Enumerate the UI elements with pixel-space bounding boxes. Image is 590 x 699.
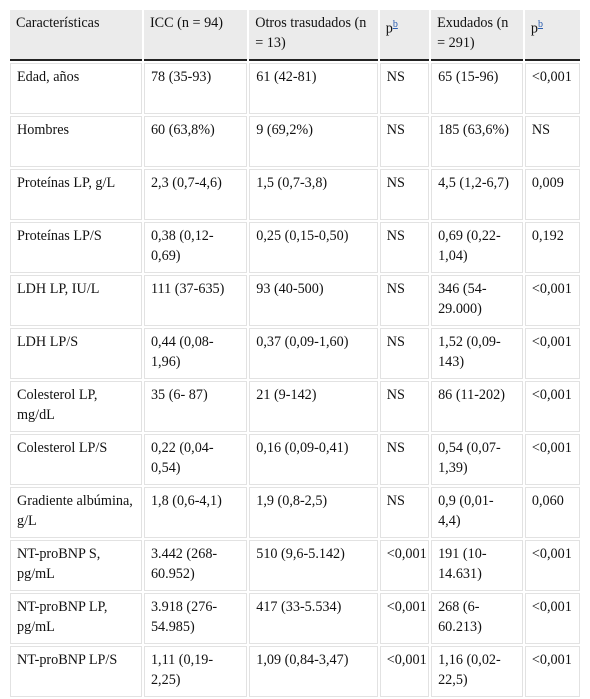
table-row: NT-proBNP LP/S 1,11 (0,19-2,25) 1,09 (0,84… bbox=[10, 646, 580, 697]
table-row: LDH LP/S 0,44 (0,08-1,96) 0,37 (0,09-1,60)… bbox=[10, 328, 580, 379]
table-row: NT-proBNP S, pg/mL 3.442 (268-60.952) 510 … bbox=[10, 540, 580, 591]
cell-p-exudados: <0,001 bbox=[524, 434, 580, 485]
cell-caracteristica: Colesterol LP/S bbox=[10, 434, 142, 485]
header-p-2: pb bbox=[524, 10, 580, 61]
cell-caracteristica: NT-proBNP S, pg/mL bbox=[10, 540, 142, 591]
table-row: Colesterol LP, mg/dL 35 (6- 87) 21 (9-142)… bbox=[10, 381, 580, 432]
cell-exudados: 1,16 (0,02-22,5) bbox=[431, 646, 523, 697]
cell-p-exudados: <0,001 bbox=[524, 646, 580, 697]
cell-otros-trasudados: 0,25 (0,15-0,50) bbox=[249, 222, 378, 273]
cell-p-exudados: 0,060 bbox=[524, 487, 580, 538]
header-caracteristicas: Características bbox=[10, 10, 142, 61]
cell-p-otros: NS bbox=[379, 63, 430, 114]
header-icc: ICC (n = 94) bbox=[143, 10, 248, 61]
cell-p-otros: <0,001 bbox=[379, 646, 430, 697]
cell-caracteristica: Hombres bbox=[10, 116, 142, 167]
table-row: Colesterol LP/S 0,22 (0,04-0,54) 0,16 (0,0… bbox=[10, 434, 580, 485]
cell-caracteristica: Edad, años bbox=[10, 63, 142, 114]
cell-icc: 78 (35-93) bbox=[143, 63, 248, 114]
cell-p-exudados: <0,001 bbox=[524, 540, 580, 591]
cell-exudados: 65 (15-96) bbox=[431, 63, 523, 114]
cell-otros-trasudados: 93 (40-500) bbox=[249, 275, 378, 326]
table-row: NT-proBNP LP, pg/mL 3.918 (276-54.985) 417… bbox=[10, 593, 580, 644]
cell-caracteristica: NT-proBNP LP/S bbox=[10, 646, 142, 697]
cell-caracteristica: Proteínas LP/S bbox=[10, 222, 142, 273]
cell-otros-trasudados: 1,5 (0,7-3,8) bbox=[249, 169, 378, 220]
cell-caracteristica: NT-proBNP LP, pg/mL bbox=[10, 593, 142, 644]
cell-p-exudados: <0,001 bbox=[524, 275, 580, 326]
cell-icc: 3.442 (268-60.952) bbox=[143, 540, 248, 591]
cell-otros-trasudados: 1,09 (0,84-3,47) bbox=[249, 646, 378, 697]
cell-icc: 1,8 (0,6-4,1) bbox=[143, 487, 248, 538]
cell-caracteristica: Colesterol LP, mg/dL bbox=[10, 381, 142, 432]
cell-icc: 0,38 (0,12-0,69) bbox=[143, 222, 248, 273]
cell-exudados: 0,54 (0,07-1,39) bbox=[431, 434, 523, 485]
cell-p-otros: NS bbox=[379, 434, 430, 485]
cell-p-otros: <0,001 bbox=[379, 593, 430, 644]
cell-p-otros: NS bbox=[379, 169, 430, 220]
table-row: Hombres 60 (63,8%) 9 (69,2%) NS 185 (63,6%) N… bbox=[10, 116, 580, 167]
cell-caracteristica: LDH LP, IU/L bbox=[10, 275, 142, 326]
cell-otros-trasudados: 0,37 (0,09-1,60) bbox=[249, 328, 378, 379]
cell-p-exudados: 0,192 bbox=[524, 222, 580, 273]
header-otros-trasudados: Otros trasudados (n = 13) bbox=[249, 10, 378, 61]
cell-caracteristica: Gradiente albúmina, g/L bbox=[10, 487, 142, 538]
cell-exudados: 1,52 (0,09-143) bbox=[431, 328, 523, 379]
table-header-row: Características ICC (n = 94) Otros trasu… bbox=[10, 10, 580, 61]
table-row: Gradiente albúmina, g/L 1,8 (0,6-4,1) 1,9 … bbox=[10, 487, 580, 538]
table-row: Proteínas LP, g/L 2,3 (0,7-4,6) 1,5 (0,7-3… bbox=[10, 169, 580, 220]
data-table-container: Características ICC (n = 94) Otros trasu… bbox=[8, 8, 580, 699]
table-row: LDH LP, IU/L 111 (37-635) 93 (40-500) NS 346… bbox=[10, 275, 580, 326]
header-p-1: pb bbox=[379, 10, 430, 61]
table-row: Proteínas LP/S 0,38 (0,12-0,69) 0,25 (0,15… bbox=[10, 222, 580, 273]
cell-p-otros: NS bbox=[379, 116, 430, 167]
cell-otros-trasudados: 61 (42-81) bbox=[249, 63, 378, 114]
cell-icc: 111 (37-635) bbox=[143, 275, 248, 326]
cell-p-exudados: <0,001 bbox=[524, 328, 580, 379]
cell-otros-trasudados: 510 (9,6-5.142) bbox=[249, 540, 378, 591]
cell-p-exudados: 0,009 bbox=[524, 169, 580, 220]
cell-p-otros: NS bbox=[379, 222, 430, 273]
cell-otros-trasudados: 9 (69,2%) bbox=[249, 116, 378, 167]
cell-exudados: 185 (63,6%) bbox=[431, 116, 523, 167]
cell-icc: 60 (63,8%) bbox=[143, 116, 248, 167]
cell-caracteristica: LDH LP/S bbox=[10, 328, 142, 379]
cell-otros-trasudados: 1,9 (0,8-2,5) bbox=[249, 487, 378, 538]
cell-p-otros: NS bbox=[379, 487, 430, 538]
cell-caracteristica: Proteínas LP, g/L bbox=[10, 169, 142, 220]
cell-p-otros: <0,001 bbox=[379, 540, 430, 591]
cell-exudados: 191 (10-14.631) bbox=[431, 540, 523, 591]
cell-exudados: 0,9 (0,01-4,4) bbox=[431, 487, 523, 538]
cell-p-otros: NS bbox=[379, 381, 430, 432]
cell-otros-trasudados: 21 (9-142) bbox=[249, 381, 378, 432]
cell-p-exudados: NS bbox=[524, 116, 580, 167]
cell-exudados: 4,5 (1,2-6,7) bbox=[431, 169, 523, 220]
cell-p-otros: NS bbox=[379, 328, 430, 379]
cell-p-exudados: <0,001 bbox=[524, 63, 580, 114]
footnote-link-b[interactable]: b bbox=[392, 19, 398, 30]
cell-icc: 0,22 (0,04-0,54) bbox=[143, 434, 248, 485]
header-exudados: Exudados (n = 291) bbox=[431, 10, 523, 61]
cell-exudados: 268 (6-60.213) bbox=[431, 593, 523, 644]
characteristics-table: Características ICC (n = 94) Otros trasu… bbox=[8, 8, 582, 699]
cell-exudados: 0,69 (0,22-1,04) bbox=[431, 222, 523, 273]
cell-exudados: 346 (54-29.000) bbox=[431, 275, 523, 326]
cell-icc: 3.918 (276-54.985) bbox=[143, 593, 248, 644]
cell-otros-trasudados: 0,16 (0,09-0,41) bbox=[249, 434, 378, 485]
cell-p-exudados: <0,001 bbox=[524, 381, 580, 432]
cell-icc: 2,3 (0,7-4,6) bbox=[143, 169, 248, 220]
cell-exudados: 86 (11-202) bbox=[431, 381, 523, 432]
cell-icc: 35 (6- 87) bbox=[143, 381, 248, 432]
table-row: Edad, años 78 (35-93) 61 (42-81) NS 65 (15-9… bbox=[10, 63, 580, 114]
cell-icc: 0,44 (0,08-1,96) bbox=[143, 328, 248, 379]
cell-otros-trasudados: 417 (33-5.534) bbox=[249, 593, 378, 644]
footnote-link-b[interactable]: b bbox=[537, 19, 543, 30]
cell-p-otros: NS bbox=[379, 275, 430, 326]
cell-p-exudados: <0,001 bbox=[524, 593, 580, 644]
cell-icc: 1,11 (0,19-2,25) bbox=[143, 646, 248, 697]
